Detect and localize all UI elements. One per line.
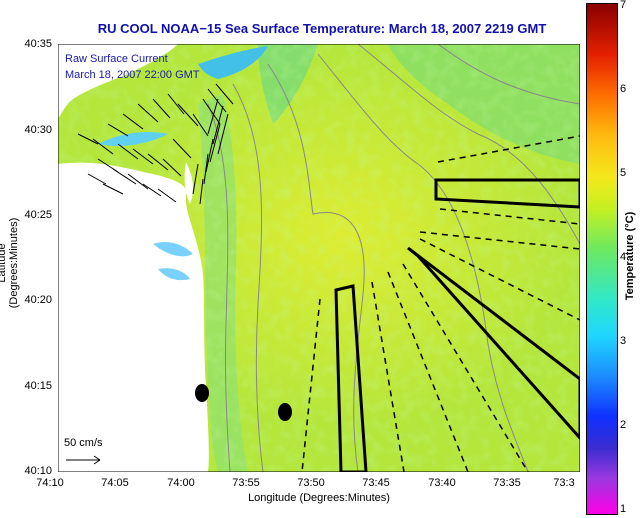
bathymetry-contours: [207, 44, 580, 472]
sandy-hook: [184, 162, 193, 204]
radar-beam-south: [334, 284, 368, 472]
current-vectors: [77, 83, 234, 205]
radar-beams: [334, 178, 580, 472]
x-tick-label: 74:00: [167, 477, 195, 489]
y-axis-label: Latitude (Degrees:Minutes): [0, 217, 20, 309]
y-tick-label: 40:25: [24, 209, 52, 221]
x-tick-label: 73:35: [493, 477, 521, 489]
colorbar-tick: 2: [620, 419, 627, 431]
colorbar-label: Temperature (°C): [624, 211, 636, 301]
colorbar-tick: 7: [620, 0, 627, 11]
colorbar-tick: 5: [620, 167, 627, 179]
land-new-jersey: [58, 162, 209, 472]
radar-dashed-lines: [301, 135, 580, 472]
radar-beam-east: [434, 178, 580, 209]
scale-label: 50 cm/s: [64, 437, 103, 449]
x-tick-label: 73:55: [232, 477, 260, 489]
x-axis-label: Longitude (Degrees:Minutes): [248, 492, 390, 504]
colorbar-tick: 6: [620, 83, 627, 95]
colorbar-tick: 3: [620, 335, 627, 347]
x-tick-label: 74:05: [101, 477, 129, 489]
x-tick-label: 74:10: [36, 477, 64, 489]
scale-arrow: [66, 455, 101, 465]
radar-site: [278, 403, 292, 421]
x-tick-label: 73:40: [428, 477, 456, 489]
y-tick-label: 40:10: [24, 465, 52, 477]
y-tick-label: 40:30: [24, 124, 52, 136]
legend-line-2: March 18, 2007 22:00 GMT: [65, 69, 200, 81]
land-long-island: [58, 44, 178, 119]
x-tick-label: 73:45: [362, 477, 390, 489]
colorbar-tick: 1: [620, 503, 627, 515]
y-tick-label: 40:35: [24, 38, 52, 50]
x-tick-label: 73:3: [553, 477, 575, 489]
sst-map: [58, 44, 580, 472]
radar-site: [195, 384, 209, 402]
radar-beam-southeast: [407, 246, 580, 441]
y-tick-label: 40:15: [24, 380, 52, 392]
temperature-colorbar: [586, 3, 618, 515]
y-tick-label: 40:20: [24, 294, 52, 306]
colorbar-tick: 4: [620, 251, 627, 263]
x-tick-label: 73:50: [297, 477, 325, 489]
map-title: RU COOL NOAA−15 Sea Surface Temperature:…: [97, 21, 547, 36]
legend-line-1: Raw Surface Current: [65, 53, 168, 65]
